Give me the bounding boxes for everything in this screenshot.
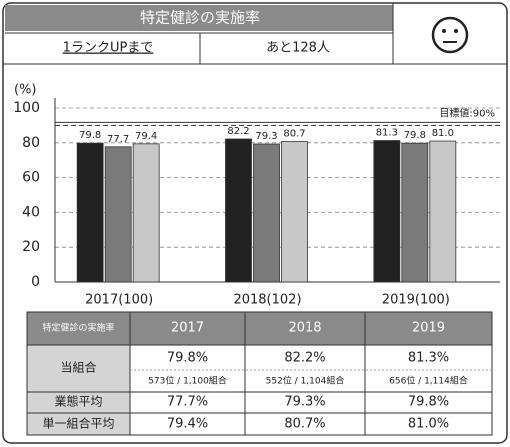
- value-label: 82.2: [227, 126, 249, 137]
- table-cell: 79.3%: [284, 395, 325, 410]
- table-header: 2019: [412, 321, 445, 336]
- table-header-bg: [26, 311, 493, 346]
- table-header: 特定健診の実施率: [42, 322, 114, 334]
- table-rowhead-bg: [26, 344, 131, 436]
- table-rank: 552位 / 1,104組合: [266, 375, 345, 387]
- table-cell: 79.4%: [167, 417, 208, 432]
- value-label: 79.4: [135, 131, 157, 142]
- value-label: 79.3: [255, 131, 277, 142]
- bar: [281, 141, 308, 283]
- y-tick-label: 40: [22, 204, 40, 220]
- table-body: [129, 344, 493, 436]
- x-tick-label: 2019(100): [382, 293, 450, 308]
- table-cell: 79.8%: [408, 395, 449, 410]
- value-label: 80.7: [283, 129, 305, 140]
- value-label: 77.7: [107, 134, 129, 145]
- face-icon: [431, 16, 469, 54]
- rank-label: 1ランクUPまで: [63, 41, 154, 56]
- table-header: 2017: [171, 321, 204, 336]
- table-row-head: 業態平均: [54, 394, 102, 409]
- value-label: 81.3: [376, 128, 398, 139]
- y-tick-label: 80: [22, 135, 40, 151]
- bar: [253, 143, 280, 283]
- bar: [401, 142, 429, 283]
- table-cell: 77.7%: [167, 395, 208, 410]
- y-tick-label: 60: [22, 170, 40, 186]
- title-bar: [5, 5, 393, 31]
- y-tick-label: 20: [22, 239, 40, 255]
- value-label: 79.8: [404, 130, 426, 141]
- table-cell: 79.8%: [167, 351, 208, 366]
- table-cell: 81.3%: [408, 351, 449, 366]
- bar: [429, 140, 457, 283]
- table-rank: 573位 / 1,100組合: [148, 375, 227, 387]
- y-axis-label: (%): [14, 83, 37, 98]
- bar: [225, 138, 252, 283]
- title: 特定健診の実施率: [140, 9, 260, 27]
- bar: [373, 140, 401, 283]
- table-cell: 82.2%: [284, 351, 325, 366]
- table-row-head: 当組合: [60, 360, 96, 375]
- table-cell: 81.0%: [408, 417, 449, 432]
- target-label: 目標値:90%: [439, 106, 495, 119]
- table-row-head: 単一組合平均: [42, 416, 114, 431]
- y-tick-label: 100: [13, 100, 40, 116]
- value-label: 81.0: [432, 128, 454, 139]
- table-header: 2018: [288, 321, 321, 336]
- bar: [76, 142, 104, 283]
- y-tick-label: 0: [31, 274, 40, 290]
- x-tick-label: 2017(100): [85, 293, 153, 308]
- bar: [104, 146, 132, 283]
- rank-value: あと128人: [266, 41, 330, 56]
- value-label: 79.8: [79, 130, 101, 141]
- table-rank: 656位 / 1,114組合: [389, 375, 468, 387]
- bar: [132, 143, 160, 283]
- table-cell: 80.7%: [284, 417, 325, 432]
- x-tick-label: 2018(102): [233, 293, 301, 308]
